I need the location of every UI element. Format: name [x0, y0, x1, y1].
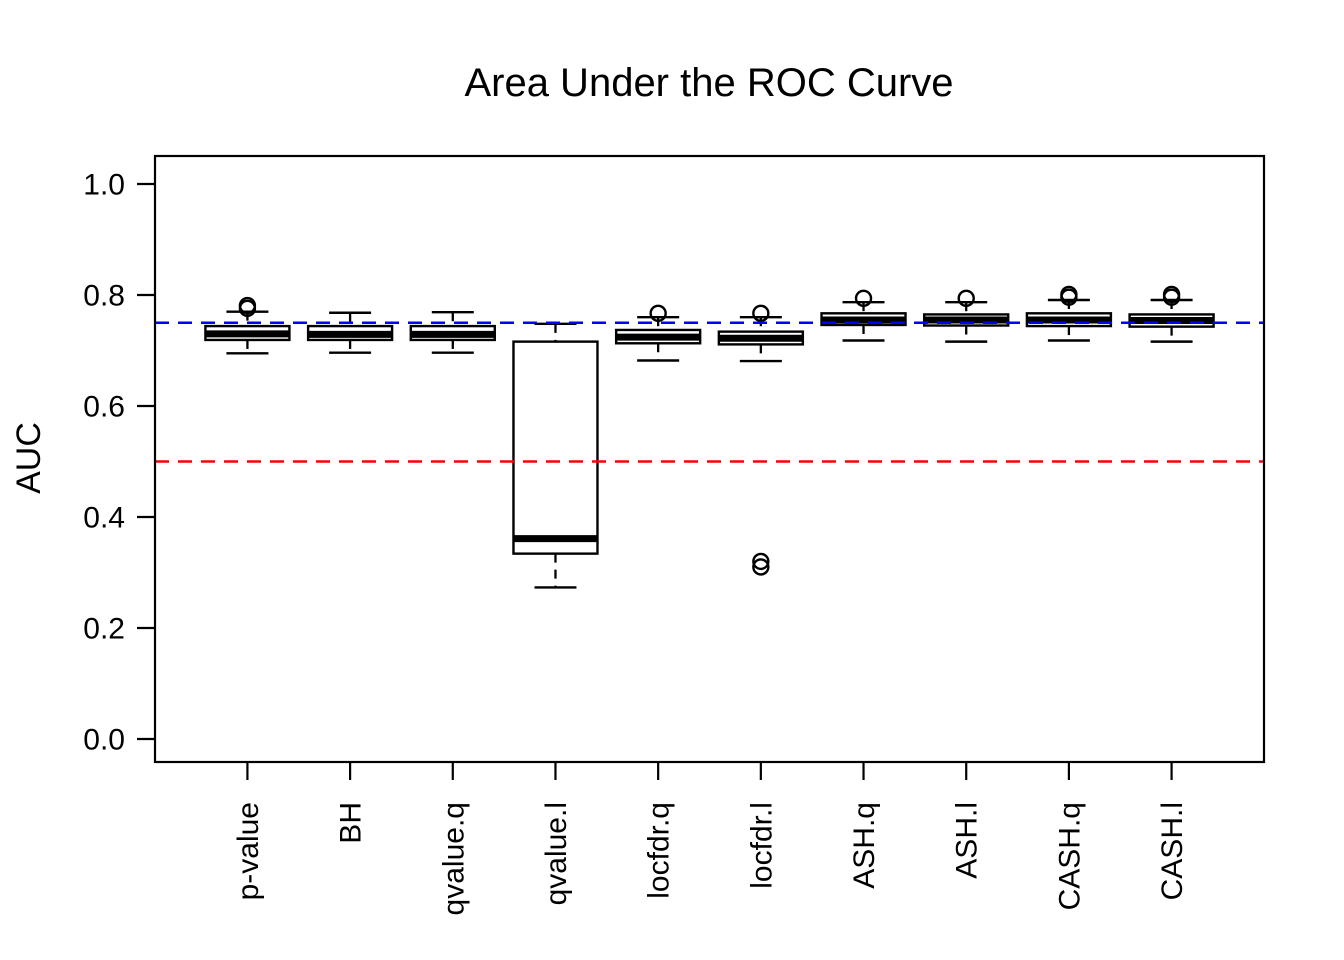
plot-frame	[153, 154, 1266, 764]
x-tick-label-CASH.q: CASH.q	[1053, 802, 1086, 910]
outlier-point	[1060, 285, 1078, 304]
y-axis: 0.0 0.2 0.4 0.6 0.8 1.0	[83, 169, 155, 757]
x-tick-label-qvalue.q: qvalue.q	[437, 802, 470, 915]
boxplot-BH	[306, 311, 394, 354]
boxplot-qvalue.q	[409, 311, 496, 354]
y-tick-label: 1.0	[83, 169, 125, 202]
outlier-point	[957, 289, 975, 308]
y-axis-label: AUC	[10, 422, 48, 494]
x-axis: p-value BH qvalue.q qvalue.l locfdr.q locfdr.…	[232, 762, 1189, 915]
boxplot-ASH.q	[820, 289, 907, 342]
x-tick-label-p-value: p-value	[232, 802, 265, 900]
chart-title: Area Under the ROC Curve	[464, 61, 953, 105]
y-tick-label: 0.8	[83, 280, 125, 313]
x-tick-label-ASH.q: ASH.q	[848, 802, 881, 889]
y-tick-label: 0.0	[83, 724, 125, 757]
boxplot-series	[204, 285, 1215, 589]
y-tick-label: 0.2	[83, 613, 125, 646]
y-tick-label: 0.6	[83, 391, 125, 424]
boxplot-CASH.l	[1128, 285, 1215, 343]
x-tick-label-locfdr.l: locfdr.l	[745, 802, 778, 889]
boxplot-CASH.q	[1025, 285, 1113, 342]
boxplot-p-value	[204, 296, 291, 355]
outlier-point	[752, 558, 770, 576]
x-tick-label-BH: BH	[335, 802, 368, 844]
x-tick-label-ASH.l: ASH.l	[951, 802, 984, 879]
boxplot-ASH.l	[923, 289, 1010, 343]
outlier-point	[752, 552, 770, 571]
outlier-point	[854, 289, 873, 308]
x-tick-label-CASH.l: CASH.l	[1156, 802, 1189, 900]
outlier-point	[649, 304, 667, 323]
outlier-point	[238, 296, 257, 315]
x-tick-label-locfdr.q: locfdr.q	[643, 802, 676, 899]
boxplot-qvalue.l	[512, 322, 599, 589]
outlier-point	[752, 304, 770, 323]
boxplot-locfdr.l	[717, 304, 805, 576]
outlier-point	[1162, 285, 1181, 304]
reference-lines	[155, 321, 1264, 463]
x-tick-label-qvalue.l: qvalue.l	[540, 802, 573, 905]
iqr-box	[512, 340, 599, 555]
y-tick-label: 0.4	[83, 502, 125, 535]
boxplot-locfdr.q	[614, 304, 702, 362]
